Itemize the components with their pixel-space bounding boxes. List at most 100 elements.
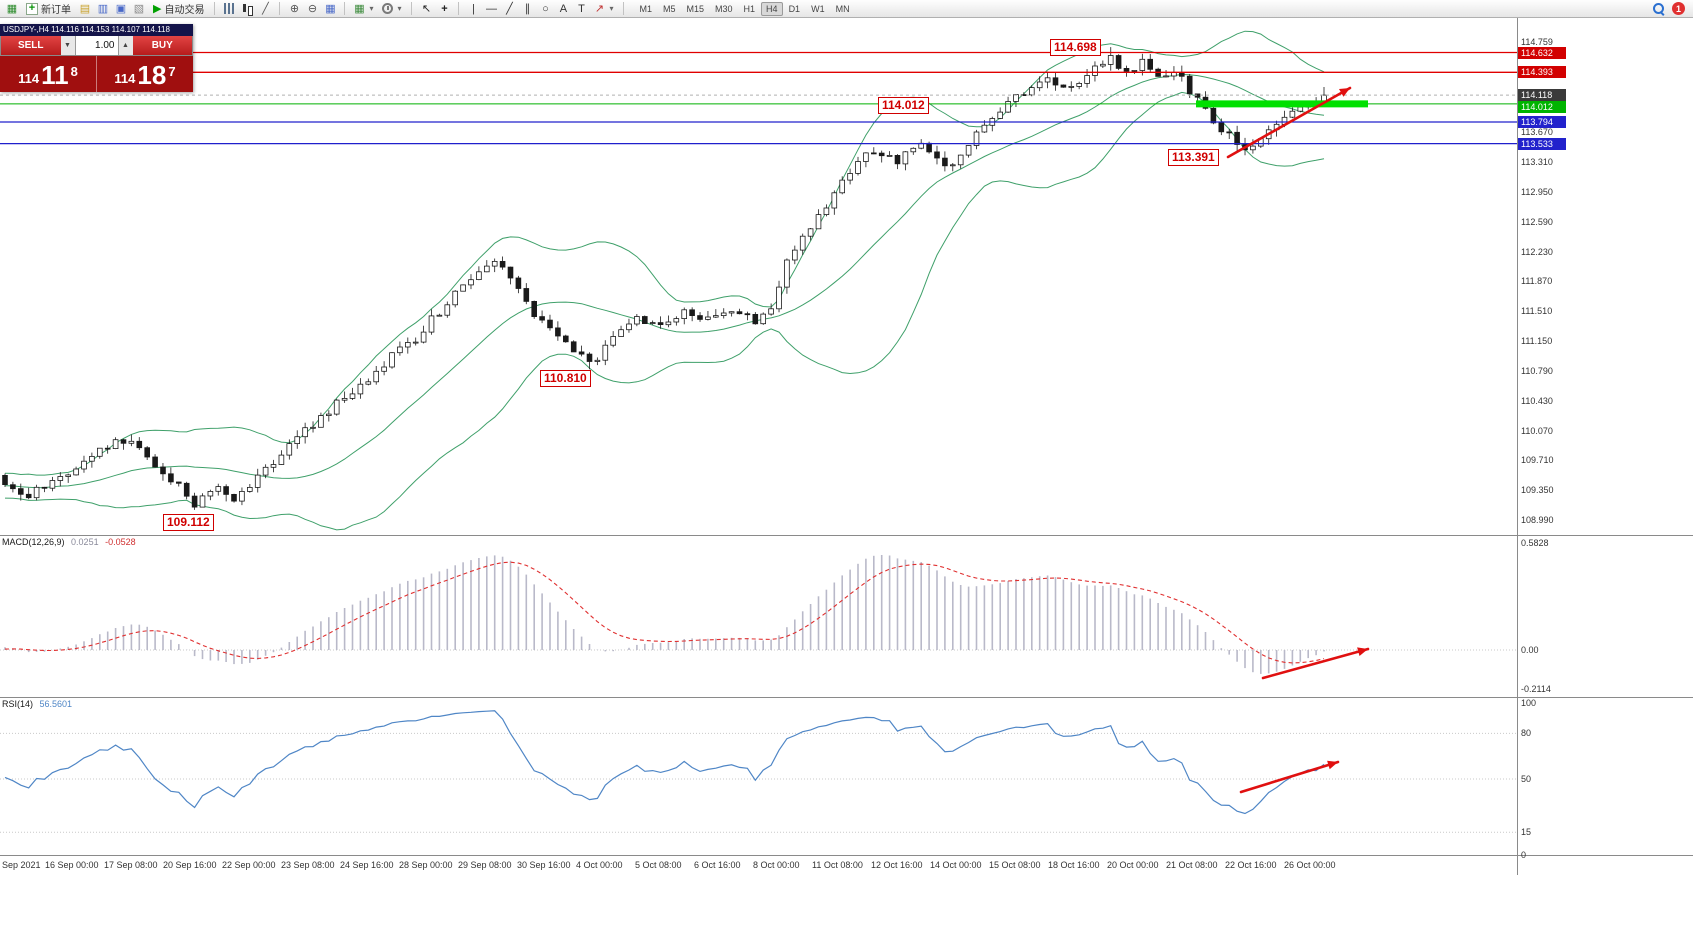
- price-callout[interactable]: 109.112: [163, 514, 214, 531]
- navigator-icon[interactable]: ▣: [115, 2, 127, 15]
- sell-price-sup: 8: [70, 64, 78, 79]
- label-tool-icon[interactable]: T: [578, 2, 585, 15]
- vertical-line-tool-icon[interactable]: |: [472, 2, 475, 15]
- new-order-button[interactable]: + 新订单: [22, 1, 75, 17]
- timeframe-d1[interactable]: D1: [788, 3, 801, 14]
- macd-indicator-chart[interactable]: [0, 535, 1693, 697]
- rsi-scale-label: 80: [1521, 728, 1532, 739]
- horizontal-lines[interactable]: [0, 51, 1517, 145]
- axis-price-label: 109.710: [1521, 455, 1554, 466]
- trend-arrow[interactable]: [1226, 86, 1352, 159]
- rsi-title: RSI(14): [2, 699, 34, 709]
- app-icon: ▦: [6, 2, 18, 15]
- trendline-tool-icon[interactable]: ╱: [506, 2, 513, 15]
- macd-title: MACD(12,26,9): [2, 537, 65, 547]
- timeframe-m5[interactable]: M5: [662, 3, 676, 14]
- axis-price-label: 111.510: [1521, 306, 1553, 317]
- horizontal-line-tool-icon[interactable]: —: [485, 2, 497, 15]
- timeframe-m15[interactable]: M15: [686, 3, 705, 14]
- toolbar-separator: [458, 2, 460, 15]
- volume-input[interactable]: 1.00: [74, 36, 119, 55]
- crosshair-icon[interactable]: +: [441, 2, 448, 15]
- time-label: 15 Oct 08:00: [989, 860, 1041, 870]
- new-order-label: 新订单: [41, 5, 71, 16]
- toolbar-separator: [344, 2, 346, 15]
- price-callout[interactable]: 114.012: [878, 97, 929, 114]
- timeframe-m1[interactable]: M1: [639, 3, 652, 14]
- price-quotes: 114 11 8 114 18 7: [0, 56, 193, 92]
- sell-price-small: 114: [18, 71, 40, 86]
- time-label: 14 Oct 00:00: [930, 860, 982, 870]
- rsi-scale-label: 50: [1521, 774, 1532, 784]
- buy-price-small: 114: [114, 71, 136, 86]
- chevron-down-icon[interactable]: ▾: [369, 4, 374, 13]
- axis-price-label: 110.790: [1521, 365, 1553, 376]
- buy-price[interactable]: 114 18 7: [97, 56, 193, 92]
- buy-price-big: 18: [137, 60, 167, 90]
- volume-up-button[interactable]: ▲: [118, 36, 133, 55]
- axis-price-label: 113.670: [1521, 127, 1553, 138]
- timeframe-h4[interactable]: H4: [761, 1, 783, 16]
- price-callout[interactable]: 110.810: [540, 370, 591, 387]
- candles-layer: [2, 47, 1327, 510]
- channel-tool-icon[interactable]: ∥: [524, 2, 531, 15]
- notification-badge[interactable]: 1: [1672, 2, 1685, 15]
- zoom-in-icon[interactable]: ⊕: [289, 2, 300, 15]
- time-label: 21 Oct 08:00: [1166, 860, 1218, 870]
- clock-icon[interactable]: [379, 1, 395, 17]
- market-watch-icon[interactable]: ▥: [97, 2, 109, 15]
- timeframe-mn[interactable]: MN: [835, 3, 850, 14]
- time-label: Sep 2021: [2, 860, 41, 870]
- toolbar-separator: [279, 2, 281, 15]
- time-label: 11 Oct 08:00: [812, 860, 863, 870]
- panel-separator[interactable]: [0, 535, 1693, 536]
- macd-histogram: [4, 555, 1325, 674]
- axis-price-label: 113.310: [1521, 157, 1553, 168]
- toolbar-separator: [214, 2, 216, 15]
- arrows-tool-icon[interactable]: ↗: [594, 2, 605, 15]
- buy-button[interactable]: BUY: [132, 36, 192, 55]
- trend-arrow[interactable]: [1261, 647, 1370, 680]
- profiles-icon[interactable]: ▤: [79, 2, 91, 15]
- timeframe-h1[interactable]: H1: [743, 3, 756, 14]
- zoom-out-icon[interactable]: ⊖: [307, 2, 318, 15]
- candlestick-chart-icon[interactable]: [239, 1, 255, 17]
- chevron-down-icon[interactable]: ▾: [397, 4, 402, 13]
- price-tag: 114.012: [1518, 101, 1566, 114]
- price-tag: 113.533: [1518, 137, 1566, 150]
- rsi-indicator-chart[interactable]: [0, 697, 1693, 855]
- sell-button[interactable]: SELL: [1, 36, 61, 55]
- price-tag: 114.393: [1518, 66, 1566, 79]
- time-label: 30 Sep 16:00: [517, 860, 571, 870]
- new-chart-icon[interactable]: ▦: [354, 2, 365, 15]
- panel-separator[interactable]: [0, 697, 1693, 698]
- search-icon[interactable]: [1650, 1, 1666, 17]
- cursor-icon[interactable]: ↖: [421, 2, 432, 15]
- price-callout[interactable]: 114.698: [1050, 39, 1101, 56]
- macd-scale-label: 0.00: [1521, 645, 1539, 655]
- bar-chart-icon[interactable]: [221, 1, 237, 17]
- timeframe-w1[interactable]: W1: [811, 3, 825, 14]
- line-chart-icon[interactable]: ╱: [262, 2, 269, 15]
- tile-windows-icon[interactable]: ▦: [325, 2, 336, 15]
- chevron-down-icon[interactable]: ▾: [609, 4, 614, 13]
- sell-price-big: 11: [41, 60, 69, 90]
- price-callout[interactable]: 113.391: [1168, 149, 1219, 166]
- shapes-tool-icon[interactable]: ○: [542, 2, 549, 15]
- main-chart[interactable]: [0, 18, 1693, 535]
- timeframe-m30[interactable]: M30: [715, 3, 733, 14]
- axis-price-label: 111.150: [1521, 336, 1553, 346]
- axis-price-label: 112.230: [1521, 246, 1553, 257]
- auto-trading-button[interactable]: ▶ 自动交易: [149, 1, 208, 17]
- time-label: 26 Oct 00:00: [1284, 860, 1336, 870]
- trend-arrow[interactable]: [1239, 760, 1340, 794]
- text-tool-icon[interactable]: A: [559, 2, 568, 15]
- sell-price[interactable]: 114 11 8: [0, 56, 96, 92]
- time-label: 17 Sep 08:00: [104, 860, 158, 870]
- macd-signal-line: [4, 561, 1325, 664]
- terminal-icon[interactable]: ▧: [133, 2, 145, 15]
- new-order-icon: +: [26, 2, 38, 15]
- axis-price-label: 109.350: [1521, 485, 1554, 496]
- volume-down-button[interactable]: ▼: [60, 36, 75, 55]
